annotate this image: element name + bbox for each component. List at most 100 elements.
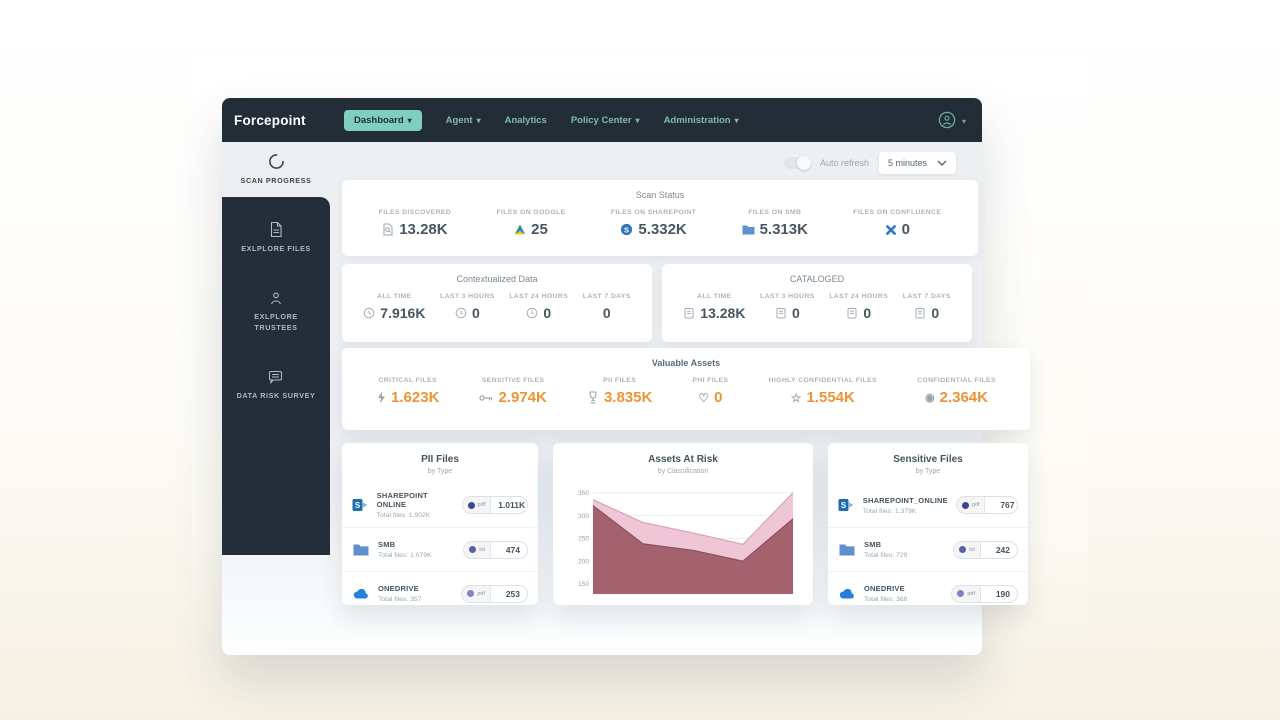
svg-text:150: 150 (578, 581, 589, 588)
stat-last-3-hours: LAST 3 HOURS 0 (760, 293, 815, 321)
svg-text:250: 250 (578, 536, 589, 543)
user-menu[interactable] (938, 111, 966, 129)
confluence-icon (885, 224, 896, 235)
assets-at-risk-card: Assets At Risk by Classification 350 300 2… (553, 443, 813, 605)
stat-critical-files: CRITICAL FILES 1.623K (376, 377, 439, 406)
card-subtitle: by Classification (657, 468, 709, 475)
card-title: Scan Status (635, 190, 685, 200)
nav-menu: Dashboard Agent Analytics Policy Center … (344, 109, 739, 131)
stat-all-time: ALL TIME 7.916K (363, 293, 425, 321)
google-drive-icon (514, 224, 526, 235)
svg-text:S: S (624, 225, 629, 234)
user-avatar-icon (938, 111, 956, 129)
top-navbar: Forcepoint Dashboard Agent Analytics Pol… (222, 98, 982, 142)
list-item-onedrive: ONEDRIVE Total files: 366 pdf 190 (828, 571, 1028, 615)
nav-item-agent[interactable]: Agent (446, 115, 481, 126)
stat-files-on-smb: FILES ON SMB 5.313K (742, 209, 808, 238)
refresh-interval-value: 5 minutes (887, 158, 927, 168)
sidebar-item-label: EXLPLORE FILES (241, 244, 311, 253)
sharepoint-icon: S (352, 499, 368, 511)
sharepoint-icon: S (838, 499, 854, 511)
card-title: CATALOGED (789, 274, 845, 284)
card-subtitle: by Type (427, 468, 453, 475)
card-title: PII Files (421, 454, 459, 465)
scan-status-card: Scan Status FILES DISCOVERED 13.28K FILE… (342, 180, 978, 256)
type-dot (959, 546, 967, 553)
svg-text:350: 350 (578, 490, 589, 497)
sidebar-item-data-risk-survey[interactable]: DATA RISK SURVEY (237, 369, 316, 402)
file-search-icon (383, 223, 393, 236)
card-title: Contextualized Data (456, 274, 538, 284)
nav-item-analytics[interactable]: Analytics (504, 114, 547, 126)
file-count-badge: pdf 253 (461, 584, 528, 603)
stat-files-on-sharepoint: FILES ON SHAREPOINT S 5.332K (610, 209, 697, 238)
progress-ring-icon (268, 154, 284, 169)
clock-icon (527, 307, 538, 319)
catalog-icon (847, 308, 857, 319)
auto-refresh-label: Auto refresh (819, 158, 869, 168)
card-subtitle: by Type (915, 468, 941, 475)
card-title: Sensitive Files (893, 454, 963, 465)
sidebar-item-label: DATA RISK SURVEY (236, 391, 316, 401)
file-count-badge: txt 242 (953, 540, 1018, 559)
card-title: Valuable Assets (651, 358, 721, 368)
list-item-sharepoint-online: S SHAREPOINT_ONLINE Total files: 1.379K … (828, 483, 1028, 527)
star-icon (791, 392, 802, 404)
list-item-smb: SMB Total files: 1.079K txt 474 (342, 527, 538, 571)
nav-item-administration[interactable]: Administration (664, 115, 739, 126)
type-dot (961, 501, 969, 509)
card-title: Assets At Risk (648, 454, 718, 465)
file-count-badge: pdf 1.011K (461, 496, 528, 514)
stat-confidential-files: CONFIDENTIAL FILES 2.364K (917, 377, 996, 406)
valuable-assets-card: Valuable Assets CRITICAL FILES 1.623K SE… (342, 348, 1030, 430)
toggle-knob (796, 156, 811, 170)
stat-files-on-google: FILES ON GOOGLE 25 (496, 209, 566, 238)
type-dot (957, 590, 965, 597)
sidebar-item-label: SCAN PROGRESS (240, 176, 312, 185)
nav-item-dashboard[interactable]: Dashboard (344, 109, 422, 131)
cataloged-card: CATALOGED ALL TIME 13.28K LAST 3 HOURS (662, 264, 972, 342)
stat-pii-files: PII FILES 3.835K (587, 377, 652, 406)
file-count-badge: pdf 190 (951, 584, 1018, 603)
clock-icon (455, 307, 467, 319)
folder-icon (839, 544, 855, 556)
list-item-smb: SMB Total files: 729 txt 242 (828, 527, 1028, 571)
trustee-person-icon (271, 292, 281, 305)
file-icon (270, 221, 282, 238)
sensitive-files-card: Sensitive Files by Type S SHAREPOINT_ONL… (828, 443, 1028, 605)
nav-item-policy-center[interactable]: Policy Center (571, 115, 640, 126)
clock-icon (363, 307, 375, 319)
svg-text:200: 200 (578, 558, 589, 565)
stat-highly-confidential-files: HIGHLY CONFIDENTIAL FILES 1.554K (769, 377, 877, 406)
stat-last-24-hours: LAST 24 HOURS 0 (509, 293, 569, 321)
pii-files-card: PII Files by Type S SHAREPOINT ONLINE To… (342, 443, 538, 605)
refresh-controls: Auto refresh 5 minutes (783, 152, 956, 174)
list-item-sharepoint-online: S SHAREPOINT ONLINE Total files: 1.902K … (342, 483, 538, 527)
key-icon (479, 394, 493, 401)
file-count-badge: pdf 767 (955, 496, 1018, 514)
catalog-icon (915, 308, 925, 319)
forcepoint-logo: Forcepoint (234, 112, 306, 128)
sidebar-item-explore-files[interactable]: EXLPLORE FILES (241, 221, 311, 255)
trophy-icon (589, 391, 597, 404)
onedrive-cloud-icon (839, 588, 854, 598)
sidebar-item-scan-progress[interactable]: SCAN PROGRESS (222, 153, 330, 187)
onedrive-cloud-icon (353, 588, 368, 598)
target-icon (925, 391, 935, 404)
contextualized-data-card: Contextualized Data ALL TIME 7.916K LAST… (342, 264, 652, 342)
stat-last-3-hours: LAST 3 HOURS 0 (440, 293, 495, 321)
stat-sensitive-files: SENSITIVE FILES 2.974K (479, 377, 547, 406)
type-dot (467, 501, 475, 509)
refresh-interval-dropdown[interactable]: 5 minutes (878, 152, 956, 174)
stat-last-24-hours: LAST 24 HOURS 0 (829, 293, 889, 321)
lightning-icon (378, 391, 386, 404)
catalog-icon (684, 308, 694, 319)
chevron-down-icon (962, 111, 966, 129)
auto-refresh-toggle[interactable] (783, 156, 811, 170)
catalog-icon (776, 308, 786, 319)
stat-files-discovered: FILES DISCOVERED 13.28K (378, 209, 452, 238)
stat-phi-files: PHI FILES 0 (692, 377, 728, 406)
stat-files-on-confluence: FILES ON CONFLUENCE 0 (853, 209, 942, 238)
stat-last-7-days: LAST 7 DAYS 0 (582, 293, 631, 321)
sidebar-item-explore-trustees[interactable]: EXLPLORE TRUSTEES (244, 291, 308, 334)
